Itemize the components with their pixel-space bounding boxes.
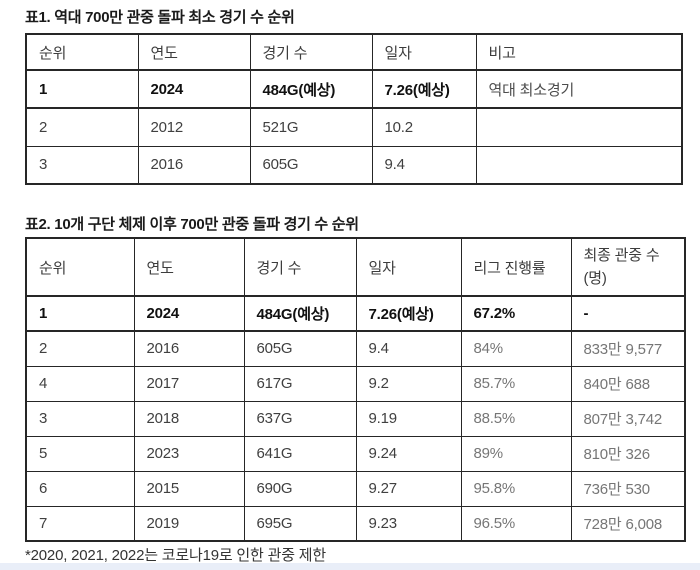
table2-title: 표2. 10개 구단 체제 이후 700만 관중 돌파 경기 수 순위	[25, 216, 359, 233]
cell-year: 2012	[137, 107, 251, 147]
table2-header-year: 연도	[133, 237, 245, 297]
table-row: 2 2012 521G 10.2	[25, 107, 683, 147]
table-row: 6 2015 690G 9.27 95.8% 736만 530	[25, 470, 686, 507]
cell-year: 2017	[133, 365, 245, 402]
cell-year: 2024	[133, 295, 245, 332]
cell-year: 2015	[133, 470, 245, 507]
table2-header-rank: 순위	[25, 237, 135, 297]
cell-rank: 3	[25, 400, 135, 437]
cell-progress: 84%	[460, 330, 572, 367]
table2-header-progress: 리그 진행률	[460, 237, 572, 297]
cell-date: 10.2	[371, 107, 477, 147]
table2-header-attendance-unit: (명)	[583, 270, 607, 287]
cell-year: 2023	[133, 435, 245, 472]
cell-year: 2016	[137, 145, 251, 185]
cell-attendance: 736만 530	[570, 470, 686, 507]
cell-date: 9.23	[355, 505, 462, 542]
cell-rank: 2	[25, 107, 139, 147]
cell-rank: 6	[25, 470, 135, 507]
cell-games: 641G	[243, 435, 357, 472]
cell-date: 9.4	[355, 330, 462, 367]
cell-date: 9.27	[355, 470, 462, 507]
table2-header-games: 경기 수	[243, 237, 357, 297]
cell-rank: 2	[25, 330, 135, 367]
cell-games: 605G	[249, 145, 373, 185]
covid-footnote: *2020, 2021, 2022는 코로나19로 인한 관중 제한	[25, 547, 326, 564]
cell-games: 605G	[243, 330, 357, 367]
cell-games: 695G	[243, 505, 357, 542]
cell-attendance: 833만 9,577	[570, 330, 686, 367]
cell-games: 637G	[243, 400, 357, 437]
bottom-strip	[0, 563, 700, 570]
cell-note	[475, 107, 683, 147]
cell-rank: 3	[25, 145, 139, 185]
cell-year: 2019	[133, 505, 245, 542]
table-row: 5 2023 641G 9.24 89% 810만 326	[25, 435, 686, 472]
cell-progress: 88.5%	[460, 400, 572, 437]
table1-header-rank: 순위	[25, 33, 139, 71]
cell-date: 7.26(예상)	[355, 295, 462, 332]
cell-date: 9.24	[355, 435, 462, 472]
cell-games: 484G(예상)	[249, 69, 373, 109]
cell-rank: 1	[25, 69, 139, 109]
cell-date: 9.2	[355, 365, 462, 402]
cell-games: 521G	[249, 107, 373, 147]
cell-year: 2016	[133, 330, 245, 367]
table-row: 7 2019 695G 9.23 96.5% 728만 6,008	[25, 505, 686, 542]
cell-progress: 67.2%	[460, 295, 572, 332]
table1-header-date: 일자	[371, 33, 477, 71]
cell-attendance: -	[570, 295, 686, 332]
cell-games: 484G(예상)	[243, 295, 357, 332]
table2-header-attendance-line1: 최종 관중 수	[583, 247, 660, 264]
cell-progress: 96.5%	[460, 505, 572, 542]
cell-date: 7.26(예상)	[371, 69, 477, 109]
cell-attendance: 807만 3,742	[570, 400, 686, 437]
table2-header-attendance: 최종 관중 수 (명)	[570, 237, 686, 297]
table2-header-date: 일자	[355, 237, 462, 297]
cell-games: 617G	[243, 365, 357, 402]
table2-header-row: 순위 연도 경기 수 일자 리그 진행률 최종 관중 수 (명)	[25, 237, 686, 297]
cell-games: 690G	[243, 470, 357, 507]
table2-ten-club-era-ranking: 순위 연도 경기 수 일자 리그 진행률 최종 관중 수 (명) 1 2024 …	[25, 237, 686, 542]
cell-date: 9.19	[355, 400, 462, 437]
cell-rank: 1	[25, 295, 135, 332]
cell-year: 2024	[137, 69, 251, 109]
table-row: 1 2024 484G(예상) 7.26(예상) 67.2% -	[25, 295, 686, 332]
cell-progress: 95.8%	[460, 470, 572, 507]
cell-attendance: 728만 6,008	[570, 505, 686, 542]
table1-title: 표1. 역대 700만 관중 돌파 최소 경기 수 순위	[25, 9, 295, 26]
table1-header-row: 순위 연도 경기 수 일자 비고	[25, 33, 683, 71]
cell-progress: 89%	[460, 435, 572, 472]
cell-rank: 5	[25, 435, 135, 472]
cell-rank: 7	[25, 505, 135, 542]
cell-date: 9.4	[371, 145, 477, 185]
cell-note	[475, 145, 683, 185]
table-row: 2 2016 605G 9.4 84% 833만 9,577	[25, 330, 686, 367]
table-row: 3 2016 605G 9.4	[25, 145, 683, 185]
cell-note: 역대 최소경기	[475, 69, 683, 109]
table-row: 1 2024 484G(예상) 7.26(예상) 역대 최소경기	[25, 69, 683, 109]
cell-attendance: 810만 326	[570, 435, 686, 472]
table1-min-games-ranking: 순위 연도 경기 수 일자 비고 1 2024 484G(예상) 7.26(예상…	[25, 33, 683, 185]
table1-header-year: 연도	[137, 33, 251, 71]
cell-progress: 85.7%	[460, 365, 572, 402]
cell-year: 2018	[133, 400, 245, 437]
table1-header-note: 비고	[475, 33, 683, 71]
cell-rank: 4	[25, 365, 135, 402]
table-row: 4 2017 617G 9.2 85.7% 840만 688	[25, 365, 686, 402]
cell-attendance: 840만 688	[570, 365, 686, 402]
table-row: 3 2018 637G 9.19 88.5% 807만 3,742	[25, 400, 686, 437]
table1-header-games: 경기 수	[249, 33, 373, 71]
